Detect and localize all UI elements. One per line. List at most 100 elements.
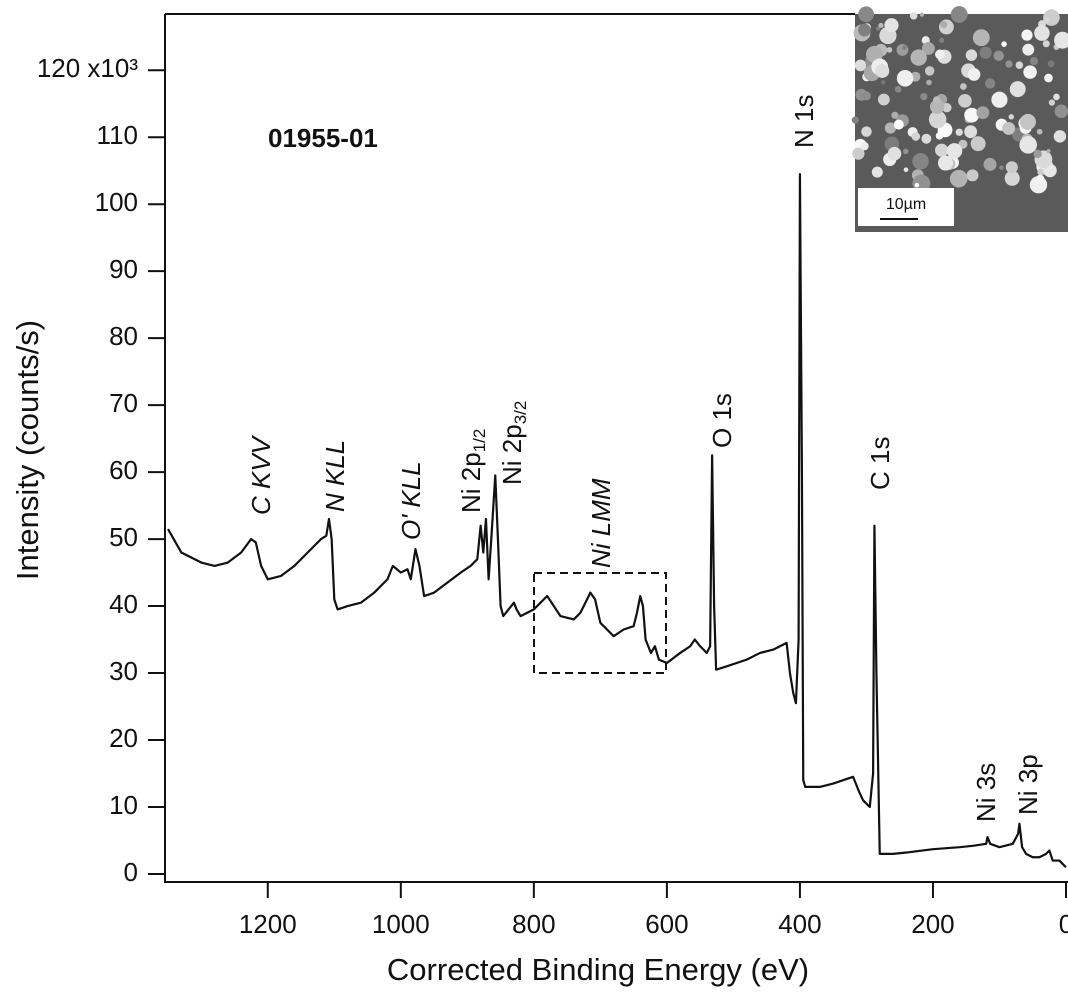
y-tick-label: 0 [124, 857, 138, 887]
grain [966, 169, 979, 182]
grain [854, 59, 867, 72]
grain [993, 50, 1004, 62]
grain [896, 70, 914, 87]
peak-label: Ni 2p3/2 [497, 401, 531, 485]
peak-label-sub: 1/2 [470, 429, 489, 453]
grain [871, 166, 883, 178]
peak-label: N KLL [320, 440, 350, 512]
grain [942, 102, 952, 113]
axis-frame [164, 13, 1068, 883]
grain [983, 157, 997, 171]
grain [921, 41, 935, 55]
peak-label: C 1s [865, 437, 895, 490]
grain [967, 68, 981, 81]
y-tick-label: 30 [109, 656, 138, 686]
x-tick-label: 1200 [239, 909, 297, 939]
grain [955, 128, 963, 136]
grain [1034, 25, 1050, 41]
grain [1048, 99, 1056, 106]
peak-label: Ni LMM [586, 478, 616, 568]
grain [1054, 104, 1068, 118]
grain [935, 143, 949, 157]
grain [928, 110, 947, 129]
peak-label: Ni 2p1/2 [456, 429, 490, 513]
grain [878, 22, 884, 28]
grain [935, 49, 945, 60]
grain [852, 147, 865, 160]
grain [1054, 31, 1068, 49]
grain [972, 29, 990, 47]
grain [851, 116, 859, 124]
grain [1029, 57, 1039, 66]
grain [886, 47, 893, 53]
grain [964, 125, 978, 139]
y-tick-label: 110 [97, 120, 138, 150]
peak-label: O 1s [707, 393, 737, 448]
grain [887, 146, 902, 161]
grain [926, 79, 932, 86]
x-tick-label: 400 [778, 909, 821, 939]
grain [958, 94, 972, 108]
grain [960, 83, 967, 90]
y-tick-label: 60 [109, 455, 138, 485]
y-tick-label: 20 [109, 723, 138, 753]
grain [964, 107, 980, 123]
grain [1002, 121, 1016, 135]
grain [920, 93, 928, 101]
grain [880, 80, 886, 85]
y-tick-label: 100 [95, 187, 138, 217]
grain [1023, 65, 1037, 79]
grain [991, 91, 1008, 108]
region-box [533, 572, 667, 674]
spectrum-line [167, 172, 1067, 869]
grain [924, 66, 935, 76]
grain [939, 37, 945, 43]
grain [875, 26, 881, 31]
grain [929, 99, 945, 114]
grain [1019, 136, 1037, 154]
grain [858, 6, 874, 23]
x-tick-label: 0 [1059, 909, 1068, 939]
grain [912, 174, 931, 193]
grain [976, 106, 990, 120]
inset-texture [851, 6, 1068, 194]
grain [877, 93, 890, 106]
x-tick-label: 800 [512, 909, 555, 939]
grain [984, 78, 996, 89]
peak-label: C KVV [246, 434, 276, 515]
sample-label: 01955-01 [268, 123, 378, 153]
grain [903, 167, 909, 173]
grain [1019, 113, 1036, 130]
grain [1037, 168, 1045, 176]
grain [1045, 158, 1052, 165]
grain [1001, 41, 1007, 47]
grain [1033, 149, 1042, 159]
peak-label-sub: 3/2 [511, 401, 530, 425]
scale-bar-label: 10µm [886, 196, 926, 213]
grain [1043, 17, 1050, 24]
grain [1005, 161, 1018, 174]
grain [933, 96, 941, 104]
grain [912, 152, 929, 170]
y-axis-title: Intensity (counts/s) [10, 320, 45, 580]
inset-image: 10µm [851, 6, 1068, 232]
grain [979, 46, 992, 59]
grain [949, 169, 968, 188]
peak-label-text: Ni 2p [497, 424, 527, 485]
grain [1044, 73, 1053, 83]
grain [909, 12, 918, 20]
grain [1042, 40, 1050, 48]
grain [1009, 81, 1026, 98]
peak-label: Ni 3s [971, 763, 1001, 822]
y-tick-label: 40 [109, 589, 138, 619]
grain [1022, 43, 1035, 56]
grain [875, 63, 890, 78]
x-axis-title: Corrected Binding Energy (eV) [387, 952, 809, 987]
grain [1046, 148, 1051, 154]
grain [891, 111, 899, 119]
grain [1015, 61, 1024, 69]
grain [970, 136, 986, 152]
grain [865, 45, 883, 63]
peak-label: N 1s [789, 95, 819, 148]
grain [893, 119, 904, 130]
